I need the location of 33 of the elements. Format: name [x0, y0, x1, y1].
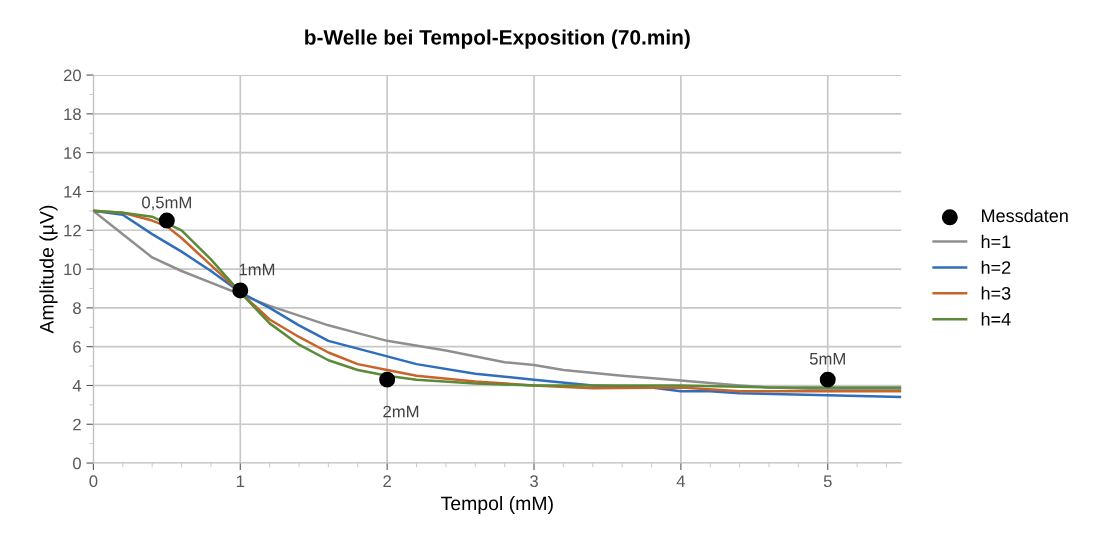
x-tick-label: 3 — [530, 475, 538, 488]
legend-label: h=2 — [981, 260, 1011, 274]
legend-label: h=3 — [981, 286, 1011, 300]
y-tick-label: 0 — [72, 457, 81, 470]
annotation: 5mM — [809, 353, 845, 365]
chart-title: b-Welle bei Tempol-Exposition (70.min) — [305, 29, 690, 49]
y-axis-title: Amplitude (µV) — [39, 205, 58, 334]
y-tick-label: 4 — [72, 380, 82, 392]
annotation: 1mM — [239, 263, 275, 276]
legend-label: h=4 — [981, 312, 1011, 326]
point — [158, 212, 175, 229]
x-tick-label: 5 — [823, 475, 832, 488]
point — [819, 371, 836, 388]
y-tick-label: 2 — [73, 418, 81, 431]
x-axis-title: Tempol (mM) — [441, 495, 553, 515]
y-tick-label: 16 — [64, 147, 81, 159]
x-tick-label: 2 — [383, 475, 391, 487]
point — [379, 371, 396, 388]
y-tick-label: 18 — [64, 108, 81, 121]
legend-label: h=1 — [981, 234, 1011, 248]
point — [232, 282, 249, 299]
x-tick-label: 0 — [89, 475, 98, 488]
y-tick-label: 10 — [64, 263, 81, 276]
x-tick-label: 1 — [236, 475, 245, 487]
y-tick-label: 6 — [73, 341, 81, 353]
y-tick-label: 12 — [64, 224, 81, 237]
legend-label: Messdaten — [982, 208, 1068, 223]
y-tick-label: 8 — [73, 302, 81, 315]
annotation: 2mM — [383, 405, 419, 418]
y-tick-label: 14 — [64, 186, 82, 198]
y-tick-label: 20 — [63, 69, 81, 82]
annotation: 0,5mM — [142, 196, 191, 211]
x-tick-label: 4 — [676, 475, 686, 487]
